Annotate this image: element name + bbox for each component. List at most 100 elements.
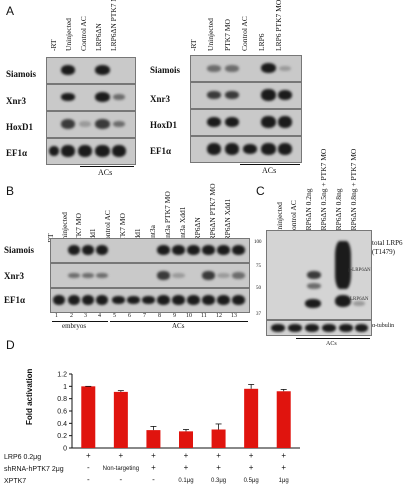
blot-hoxd1 (46, 111, 136, 138)
y-axis-label: Fold activation (25, 368, 34, 425)
right-label-t1479: (T1479) (372, 248, 395, 256)
row-label-ef1a: EF1α (150, 146, 172, 156)
footer-acs: ACs (326, 341, 337, 347)
bracket-embryos (52, 321, 108, 322)
lane-label: LRP6ΔN 0.8ng + PTK7 MO (349, 148, 358, 235)
lane-number: 1 (55, 313, 58, 319)
bar (113, 391, 128, 448)
lane-number: 2 (70, 313, 73, 319)
lane-number: 9 (173, 313, 176, 319)
lane-number: 4 (98, 313, 101, 319)
y-tick-label: 0.4 (57, 421, 67, 428)
right-label-lrp6: LRP6ΔN (350, 297, 369, 302)
y-tick-label: 0.8 (57, 396, 67, 403)
row-label-shrna: shRNA-hPTK7 2μg (4, 466, 64, 473)
right-label-tubulin: α-tubulin (372, 323, 395, 329)
blot-siamois (190, 55, 302, 82)
bar (276, 391, 291, 448)
lane-number: 11 (201, 313, 207, 319)
y-tick-label: 0.2 (57, 433, 67, 440)
bracket-acs (296, 338, 370, 339)
blot-xnr3 (190, 82, 302, 109)
condition-cell: + (281, 463, 286, 472)
condition-cell: + (151, 451, 156, 460)
y-tick-label: 1 (63, 384, 67, 391)
condition-cell: + (151, 463, 156, 472)
y-tick-label: 0 (63, 446, 67, 453)
blot-xnr3 (46, 84, 136, 111)
lane-label: Control AC (79, 16, 88, 51)
lane-label: Uninjected (64, 18, 73, 51)
condition-cell: + (249, 451, 254, 460)
bar (179, 431, 193, 448)
condition-cell: - (152, 475, 155, 484)
row-label-ef1a: EF1α (4, 295, 26, 305)
row-label-xptk7: XPTK7 (4, 478, 27, 485)
lane-label: -RT (189, 39, 198, 51)
condition-cell: - (120, 475, 123, 484)
mw-marker: 50 (256, 286, 261, 291)
condition-cell: + (216, 463, 221, 472)
row-label-xnr3: Xnr3 (6, 96, 26, 106)
right-label-total-lrp6: total LRP6 (372, 239, 403, 247)
bracket-acs (240, 164, 300, 165)
footer-embryos: embryos (62, 322, 87, 330)
row-label-ef1a: EF1α (6, 148, 28, 158)
blot-ef1a (50, 288, 250, 313)
lane-number: 7 (143, 313, 146, 319)
lane-label: LRP6ΔN 0.5ng + PTK7 MO (319, 148, 328, 235)
lane-label: LRP6ΔN PTK7 MO (109, 0, 118, 51)
lane-number: 6 (128, 313, 131, 319)
panel-letter-a: A (6, 4, 15, 18)
blot-tubulin (266, 320, 372, 336)
row-label-lrp6: LRP6 0.2μg (4, 454, 42, 461)
lane-label: LRP6 (257, 33, 266, 51)
lane-number: 8 (158, 313, 161, 319)
footer-acs: ACs (98, 168, 113, 177)
panel-letter-c: C (256, 184, 265, 198)
blot-lrp6 (266, 230, 372, 320)
blot-siamois (46, 57, 136, 84)
row-label-hoxd1: HoxD1 (6, 122, 33, 132)
bar (244, 388, 259, 448)
lane-number: 12 (216, 313, 222, 319)
lane-number: 3 (84, 313, 87, 319)
lane-label: Uninjected (206, 18, 215, 51)
lane-label: Control AC (240, 16, 249, 51)
y-tick-label: 1.2 (57, 372, 67, 379)
bracket-acs (110, 321, 248, 322)
lane-label: PTK7 MO (223, 19, 232, 51)
panel-letter-d: D (6, 338, 15, 352)
condition-cell: 0.5μg (244, 478, 259, 484)
condition-cell: 1μg (279, 478, 289, 484)
blot-siamois (50, 238, 250, 263)
panel-letter-b: B (6, 184, 15, 198)
lane-number: 13 (231, 313, 237, 319)
condition-cell: 0.1μg (178, 478, 193, 484)
mw-marker: 37 (256, 312, 261, 317)
condition-cell: Non-targeting (103, 466, 139, 472)
bar (211, 429, 226, 448)
lane-label: -RT (49, 39, 58, 51)
footer-acs: ACs (262, 166, 277, 175)
mw-marker: 100 (254, 240, 262, 245)
lane-label: LRP6ΔN PTK7 MO (208, 183, 217, 246)
condition-cell: 0.3μg (211, 478, 226, 484)
blot-xnr3 (50, 263, 250, 288)
row-label-siamois: Siamois (150, 65, 181, 75)
lane-number: 5 (113, 313, 116, 319)
bar (146, 430, 161, 448)
row-label-siamois: Siamois (6, 69, 37, 79)
lane-number: 10 (186, 313, 192, 319)
condition-cell: + (184, 451, 189, 460)
y-tick-label: 0.6 (57, 409, 67, 416)
condition-cell: - (87, 463, 90, 472)
condition-cell: + (119, 451, 124, 460)
condition-cell: - (87, 475, 90, 484)
lane-label: LRP6ΔN 0.2ng (304, 188, 313, 236)
blot-ef1a (190, 136, 302, 163)
condition-cell: + (249, 463, 254, 472)
row-label-xnr3: Xnr3 (150, 94, 170, 104)
lane-label: Wnt3a PTK7 MO (163, 191, 172, 245)
condition-cell: + (86, 451, 91, 460)
